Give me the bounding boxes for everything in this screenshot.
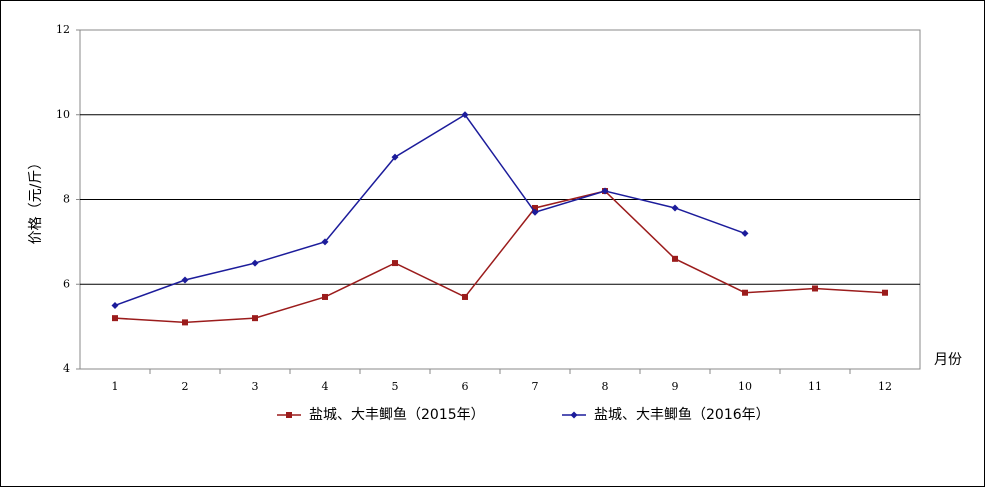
marker xyxy=(462,293,468,300)
legend-label: 盐城、大丰鲫鱼（2016年） xyxy=(594,406,770,423)
marker xyxy=(322,293,328,300)
marker xyxy=(672,255,678,262)
x-tick-label: 11 xyxy=(808,380,822,393)
marker xyxy=(286,412,292,418)
x-tick-label: 4 xyxy=(322,380,329,393)
x-tick-label: 10 xyxy=(738,380,752,393)
series-line xyxy=(114,113,746,307)
marker xyxy=(461,111,469,119)
x-tick-label: 5 xyxy=(392,380,399,393)
marker xyxy=(570,411,578,419)
marker xyxy=(252,315,258,322)
marker xyxy=(601,187,609,195)
x-axis-label: 月份 xyxy=(934,352,962,368)
marker xyxy=(321,238,329,246)
series-line xyxy=(114,190,886,324)
marker xyxy=(112,315,118,322)
y-axis-label: 价格（元/斤） xyxy=(28,156,44,245)
marker xyxy=(812,285,818,292)
marker xyxy=(741,229,749,237)
y-tick-label: 6 xyxy=(63,277,70,290)
y-tick-label: 12 xyxy=(56,23,70,36)
marker xyxy=(111,301,119,309)
y-tick-label: 10 xyxy=(56,108,70,121)
y-tick-label: 4 xyxy=(63,362,70,375)
marker xyxy=(392,260,398,267)
marker xyxy=(532,204,538,211)
x-tick-label: 3 xyxy=(252,380,259,393)
marker xyxy=(391,153,399,161)
marker xyxy=(251,259,259,267)
y-tick-label: 8 xyxy=(63,193,70,206)
marker xyxy=(181,276,189,284)
legend-label: 盐城、大丰鲫鱼（2015年） xyxy=(309,406,485,423)
marker xyxy=(531,208,539,216)
marker xyxy=(671,204,679,212)
x-tick-label: 12 xyxy=(878,380,892,393)
marker xyxy=(742,289,748,296)
x-tick-label: 2 xyxy=(182,380,189,393)
marker xyxy=(182,319,188,326)
x-tick-label: 7 xyxy=(532,380,539,393)
x-tick-label: 6 xyxy=(462,380,469,393)
x-tick-label: 9 xyxy=(672,380,679,393)
x-tick-label: 1 xyxy=(112,380,119,393)
x-tick-label: 8 xyxy=(602,380,609,393)
marker xyxy=(882,289,888,296)
